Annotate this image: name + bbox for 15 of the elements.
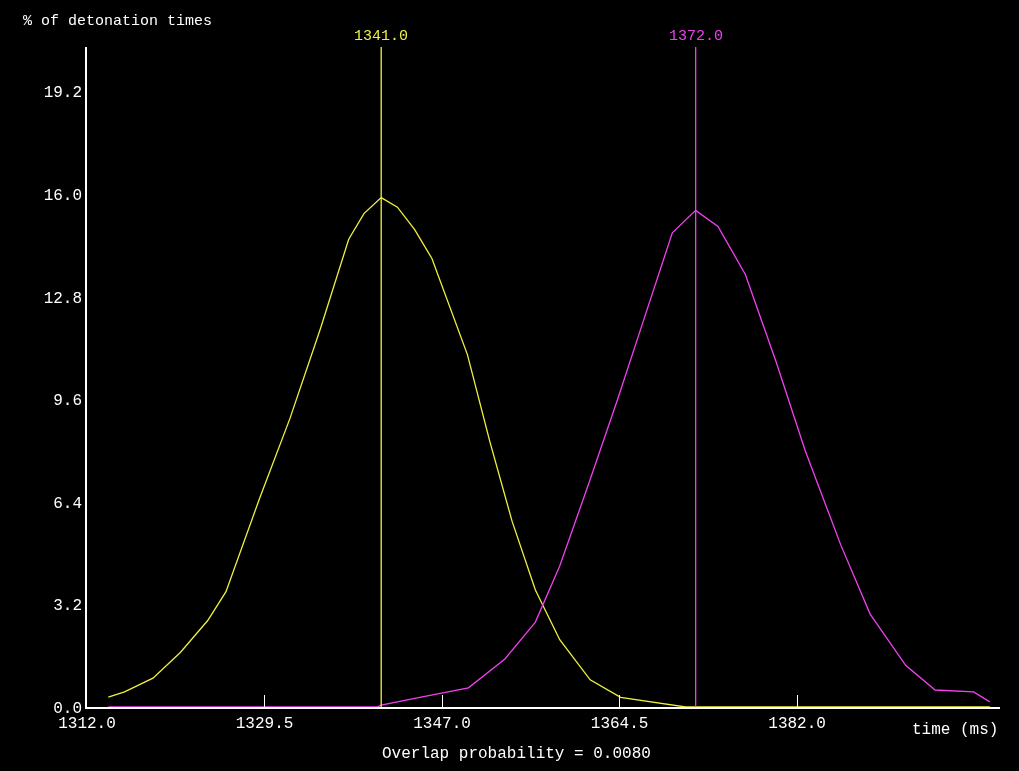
x-tick-label: 1364.5 <box>590 714 649 733</box>
y-tick-label: 9.6 <box>53 392 83 411</box>
x-axis-title: time (ms) <box>912 721 999 739</box>
ref-line-label: 1372.0 <box>669 28 724 45</box>
text: Overlap probability = 0.0080 <box>382 745 651 763</box>
y-tick-label: 19.2 <box>43 84 83 103</box>
y-tick-label: 3.2 <box>53 597 83 616</box>
y-tick-label: 16.0 <box>43 186 83 205</box>
y-axis-title: % of detonation times <box>23 13 213 30</box>
ref-line-label: 1341.0 <box>354 28 409 45</box>
x-tick-label: 1382.0 <box>768 714 826 733</box>
x-tick-label: 1347.0 <box>413 714 471 733</box>
x-tick-label: 1329.5 <box>235 714 294 733</box>
y-tick-label: 6.4 <box>53 494 83 513</box>
y-tick-label: 12.8 <box>43 289 83 308</box>
